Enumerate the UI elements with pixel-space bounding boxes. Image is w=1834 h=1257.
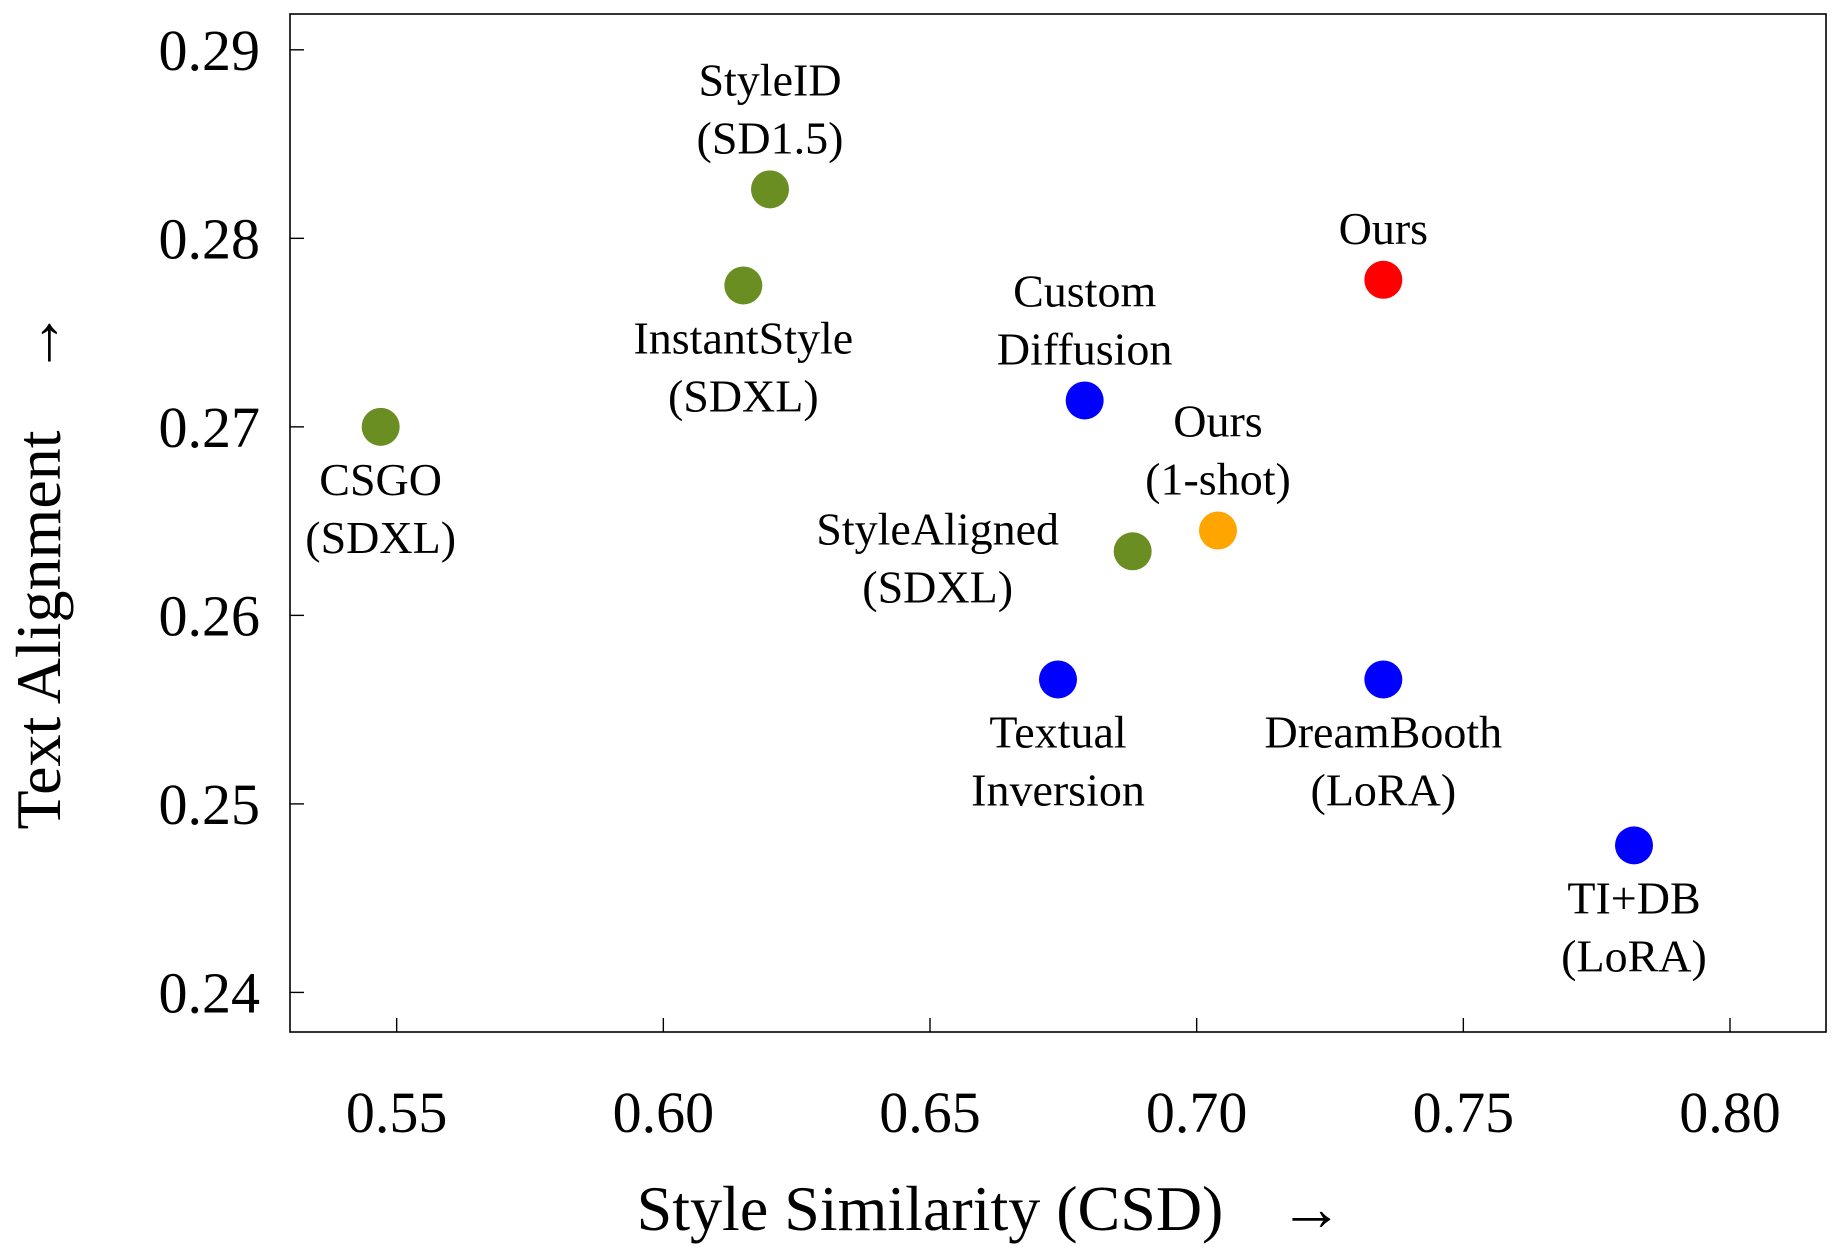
y-tick-label: 0.28 xyxy=(159,206,261,271)
point-textualinversion xyxy=(1039,660,1077,699)
label-customdiffusion: Custom Diffusion xyxy=(997,265,1173,374)
label-line: (SDXL) xyxy=(305,512,456,563)
point-tidb xyxy=(1615,826,1653,865)
x-tick-label: 0.70 xyxy=(1146,1080,1248,1145)
y-tick-label: 0.29 xyxy=(159,18,261,83)
label-ours: Ours xyxy=(1339,203,1428,254)
label-line: (LoRA) xyxy=(1311,764,1457,815)
x-tick-label: 0.60 xyxy=(613,1080,715,1145)
label-line: Diffusion xyxy=(997,323,1173,374)
x-tick-label: 0.80 xyxy=(1679,1080,1781,1145)
label-line: Ours xyxy=(1339,203,1428,254)
axes: 0.55 0.60 0.65 0.70 0.75 0.80 0.24 0.25 0.26 0.27… xyxy=(159,13,1827,1145)
label-line: StyleID xyxy=(698,54,841,105)
label-line: StyleAligned xyxy=(816,503,1059,554)
point-instantstyle xyxy=(724,266,763,305)
label-csgo: CSGO (SDXL) xyxy=(305,454,456,563)
label-line: InstantStyle xyxy=(633,312,853,363)
label-line: (LoRA) xyxy=(1561,930,1707,981)
x-axis-title: Style Similarity (CSD) xyxy=(637,1173,1224,1244)
point-ours1shot xyxy=(1199,511,1237,550)
point-stylealigned xyxy=(1113,532,1152,571)
x-tick-label: 0.55 xyxy=(346,1080,448,1145)
y-tick-label: 0.24 xyxy=(159,960,261,1025)
y-axis-title: Text Alignment xyxy=(3,430,74,829)
label-styleid: StyleID (SD1.5) xyxy=(697,54,844,163)
plot-frame xyxy=(289,13,1827,1033)
label-line: DreamBooth xyxy=(1265,706,1503,757)
label-line: (SDXL) xyxy=(862,561,1013,612)
data-points xyxy=(361,170,1653,865)
x-axis-label: Style Similarity (CSD) → xyxy=(637,1173,1344,1244)
label-dreambooth: DreamBooth (LoRA) xyxy=(1265,706,1503,815)
label-line: TI+DB xyxy=(1567,872,1700,923)
y-tick-label: 0.27 xyxy=(159,395,261,460)
label-line: Inversion xyxy=(971,764,1145,815)
label-line: Textual xyxy=(989,706,1126,757)
point-customdiffusion xyxy=(1065,381,1104,420)
label-line: (SDXL) xyxy=(668,370,819,421)
label-line: (SD1.5) xyxy=(697,112,844,163)
y-axis-arrow: → xyxy=(3,310,74,374)
label-instantstyle: InstantStyle (SDXL) xyxy=(633,312,853,421)
label-line: Ours xyxy=(1173,396,1262,447)
y-tick-label: 0.25 xyxy=(159,772,261,837)
point-styleid xyxy=(751,170,789,209)
point-csgo xyxy=(361,407,400,446)
y-axis-label: Text Alignment → xyxy=(3,310,74,829)
label-stylealigned: StyleAligned (SDXL) xyxy=(816,503,1059,612)
point-labels: StyleID (SD1.5) InstantStyle (SDXL) CSGO (SDX… xyxy=(305,54,1707,981)
label-ours1shot: Ours (1-shot) xyxy=(1145,396,1291,505)
label-line: Custom xyxy=(1013,265,1156,316)
x-axis-arrow: → xyxy=(1279,1173,1343,1244)
label-line: CSGO xyxy=(319,454,442,505)
point-dreambooth xyxy=(1364,660,1403,699)
y-tick-label: 0.26 xyxy=(159,583,261,648)
label-line: (1-shot) xyxy=(1145,454,1291,505)
x-tick-label: 0.75 xyxy=(1413,1080,1515,1145)
label-textualinversion: Textual Inversion xyxy=(971,706,1145,815)
label-tidb: TI+DB (LoRA) xyxy=(1561,872,1707,981)
x-tick-label: 0.65 xyxy=(879,1080,981,1145)
point-ours xyxy=(1364,260,1403,299)
